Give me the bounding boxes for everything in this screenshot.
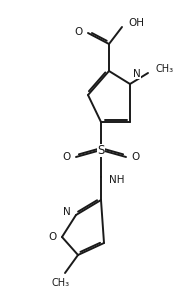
- Text: OH: OH: [128, 18, 144, 28]
- Text: O: O: [63, 152, 71, 162]
- Text: O: O: [131, 152, 139, 162]
- Text: O: O: [49, 232, 57, 242]
- Text: CH₃: CH₃: [52, 278, 70, 288]
- Text: N: N: [63, 207, 71, 217]
- Text: NH: NH: [109, 175, 125, 185]
- Text: O: O: [75, 27, 83, 37]
- Text: CH₃: CH₃: [155, 64, 173, 74]
- Text: S: S: [97, 143, 105, 156]
- Text: N: N: [133, 69, 141, 79]
